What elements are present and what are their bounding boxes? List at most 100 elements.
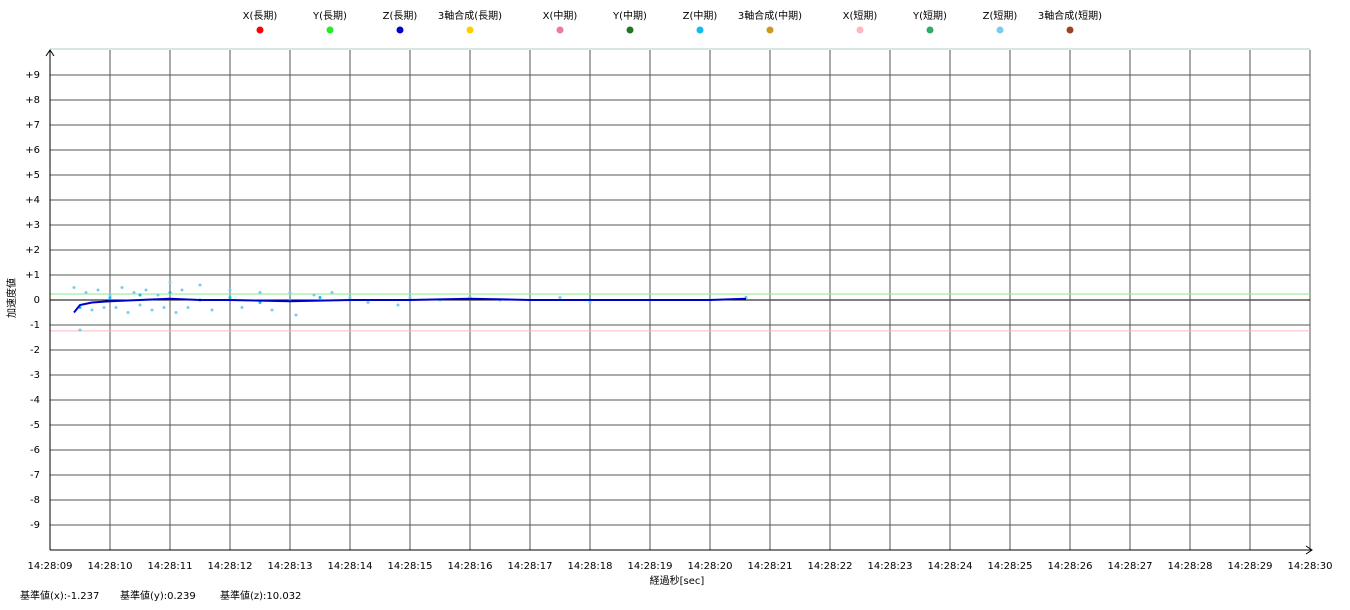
x-tick-label: 14:28:13 — [268, 561, 313, 572]
reference-label: 基準値(x): — [20, 589, 67, 602]
data-point — [174, 311, 178, 314]
data-point — [180, 288, 184, 292]
x-tick-label: 14:28:16 — [448, 561, 493, 572]
data-point — [126, 311, 130, 314]
legend-label: Y(短期) — [912, 9, 947, 22]
x-tick-label: 14:28:09 — [28, 561, 73, 572]
y-tick-label: +6 — [25, 145, 40, 156]
data-point — [138, 303, 142, 307]
data-point — [240, 306, 244, 309]
reference-label: 基準値(y): — [120, 589, 167, 602]
legend-marker — [766, 26, 774, 34]
x-tick-label: 14:28:11 — [148, 561, 193, 572]
legend-marker — [626, 26, 634, 34]
data-point — [150, 308, 154, 312]
legend-marker — [556, 26, 564, 34]
data-point — [96, 288, 100, 292]
data-point — [558, 296, 562, 299]
data-point — [108, 296, 112, 299]
data-point — [288, 291, 292, 294]
data-point — [408, 296, 412, 299]
y-tick-label: +8 — [25, 95, 40, 106]
x-tick-label: 14:28:14 — [328, 561, 373, 572]
legend-label: Z(中期) — [683, 9, 718, 22]
data-point — [318, 296, 322, 299]
data-point — [258, 291, 262, 294]
data-point — [396, 303, 400, 307]
y-tick-label: +5 — [25, 170, 40, 181]
legend-marker — [996, 26, 1004, 34]
data-point — [102, 306, 106, 309]
x-tick-label: 14:28:19 — [628, 561, 673, 572]
data-point — [168, 281, 172, 284]
data-point — [294, 313, 298, 317]
y-tick-label: -5 — [30, 420, 40, 431]
data-point — [114, 306, 118, 309]
legend-label: X(短期) — [843, 9, 878, 22]
data-point — [210, 308, 214, 312]
y-tick-label: -4 — [30, 395, 40, 406]
x-tick-label: 14:28:21 — [748, 561, 793, 572]
data-point — [120, 286, 124, 289]
data-point — [270, 308, 274, 312]
legend-label: Y(中期) — [612, 9, 647, 22]
y-tick-label: -9 — [30, 520, 40, 531]
y-tick-label: -3 — [30, 370, 40, 381]
y-tick-label: +9 — [25, 70, 40, 81]
legend-marker — [856, 26, 864, 34]
legend-marker — [256, 26, 264, 34]
data-point — [72, 286, 76, 289]
data-point — [348, 296, 352, 299]
x-tick-label: 14:28:29 — [1228, 561, 1273, 572]
y-tick-label: +1 — [25, 270, 40, 281]
x-tick-label: 14:28:12 — [208, 561, 253, 572]
x-tick-label: 14:28:20 — [688, 561, 733, 572]
x-tick-label: 14:28:25 — [988, 561, 1033, 572]
x-tick-label: 14:28:18 — [568, 561, 613, 572]
data-point — [168, 291, 172, 294]
data-point — [84, 291, 88, 294]
legend-label: Z(長期) — [383, 10, 418, 22]
x-tick-label: 14:28:10 — [88, 561, 133, 572]
data-point — [132, 291, 136, 294]
legend-label: X(長期) — [243, 10, 278, 22]
x-axis-label: 経過秒[sec] — [650, 574, 705, 587]
legend-label: 3軸合成(短期) — [1038, 9, 1102, 22]
legend-marker — [396, 26, 404, 34]
legend-marker — [326, 26, 334, 34]
data-point — [144, 288, 148, 292]
data-point — [588, 301, 592, 304]
y-tick-label: 0 — [34, 295, 40, 306]
data-point — [162, 306, 166, 309]
x-tick-label: 14:28:24 — [928, 561, 973, 572]
data-point — [366, 301, 370, 304]
legend-label: 3軸合成(中期) — [738, 9, 802, 22]
x-tick-label: 14:28:27 — [1108, 561, 1153, 572]
x-tick-label: 14:28:15 — [388, 561, 433, 572]
legend-marker — [466, 26, 474, 34]
legend-marker — [696, 26, 704, 34]
data-point — [108, 293, 112, 297]
legend-marker — [926, 26, 934, 34]
data-point — [330, 291, 334, 294]
data-point — [78, 328, 82, 332]
data-point — [312, 293, 316, 297]
y-tick-label: +3 — [25, 220, 40, 231]
reference-value: 0.239 — [167, 591, 196, 602]
data-point — [138, 293, 142, 297]
legend-label: Y(長期) — [312, 10, 347, 22]
x-tick-label: 14:28:26 — [1048, 561, 1093, 572]
y-tick-label: -6 — [30, 445, 40, 456]
data-point — [258, 301, 262, 304]
legend-label: 3軸合成(長期) — [438, 9, 502, 22]
reference-value: -1.237 — [67, 591, 99, 602]
legend-label: X(中期) — [543, 9, 578, 22]
y-axis-label: 加速度値 — [5, 278, 18, 318]
reference-value: 10.032 — [266, 591, 301, 602]
legend-marker — [1066, 26, 1074, 34]
x-tick-label: 14:28:30 — [1288, 561, 1333, 572]
y-tick-label: -1 — [30, 320, 40, 331]
data-point — [186, 306, 190, 309]
